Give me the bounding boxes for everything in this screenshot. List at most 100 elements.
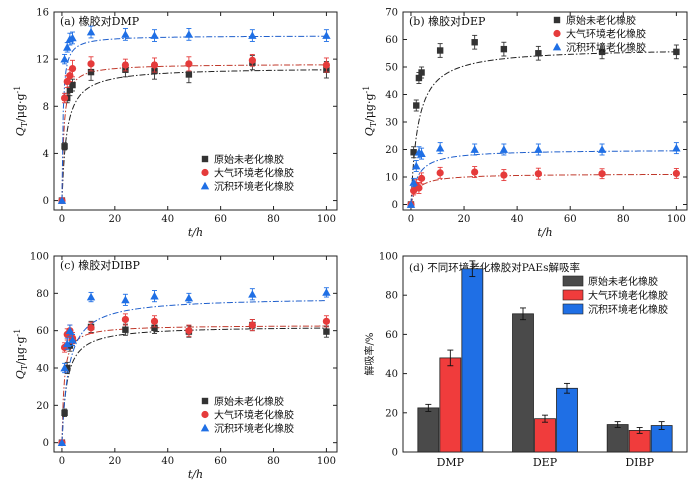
- x-tick-label: 100: [667, 214, 686, 225]
- plot-frame: [53, 255, 338, 453]
- data-point-series-2: [435, 143, 445, 152]
- x-tick-label: 0: [59, 214, 65, 225]
- legend-marker: [553, 16, 561, 24]
- y-tick-label: 80: [36, 289, 49, 300]
- data-point-series-0: [87, 68, 95, 76]
- data-point-series-2: [406, 200, 416, 208]
- x-tick-label: 100: [317, 214, 336, 225]
- data-point-series-1: [500, 171, 508, 179]
- x-tick-label: 20: [458, 214, 471, 225]
- data-point-series-2: [68, 33, 77, 42]
- fit-line-series-1: [61, 325, 327, 443]
- data-point-series-1: [87, 60, 95, 68]
- bar-series-0: [512, 313, 534, 453]
- data-point-series-2: [63, 43, 72, 51]
- y-tick-label: 0: [392, 200, 398, 211]
- legend-marker: [553, 29, 561, 38]
- bar-series-0: [417, 407, 440, 453]
- data-point-series-0: [185, 71, 193, 78]
- data-point-series-2: [121, 30, 130, 38]
- data-point-series-0: [415, 74, 423, 82]
- fit-line-series-2: [61, 35, 327, 201]
- data-point-series-2: [60, 54, 69, 63]
- data-point-series-2: [409, 178, 418, 186]
- data-point-series-1: [185, 60, 193, 68]
- y-tick-label: 60: [385, 330, 398, 341]
- y-tick-label: 16: [36, 8, 49, 19]
- data-point-series-2: [597, 145, 607, 153]
- legend-swatch: [562, 275, 584, 287]
- x-tick-label: DMP: [437, 456, 465, 469]
- data-point-series-0: [673, 48, 680, 56]
- data-point-series-0: [122, 326, 129, 333]
- legend-label: 原始未老化橡胶: [214, 395, 284, 408]
- chart-3: 0 20 40 60 80 100 解吸率/% (d) 不同环境老化橡胶对PAEs解吸率 DMP…: [363, 252, 688, 469]
- legend-label: 原始未老化橡胶: [566, 14, 636, 27]
- chart-title: (c) 橡胶对DIBP: [60, 258, 140, 272]
- data-point-series-1: [63, 77, 71, 86]
- data-point-series-1: [322, 61, 331, 69]
- x-tick-label: 20: [108, 214, 121, 225]
- y-tick-label: 60: [36, 326, 49, 337]
- data-point-series-1: [410, 187, 418, 195]
- data-point-series-2: [322, 31, 331, 39]
- legend-label: 大气环境老化橡胶: [214, 167, 294, 180]
- data-point-series-1: [436, 169, 444, 177]
- y-tick-label: 100: [379, 252, 398, 263]
- x-tick-label: 0: [59, 456, 65, 467]
- y-tick-label: 50: [385, 63, 398, 74]
- y-tick-label: 0: [43, 196, 49, 207]
- y-tick-label: 100: [30, 252, 49, 263]
- legend-marker: [200, 423, 210, 432]
- data-point-series-2: [60, 363, 69, 372]
- y-tick-label: 40: [385, 90, 398, 101]
- x-tick-label: 60: [564, 214, 577, 225]
- x-tick-label: 80: [267, 456, 280, 467]
- data-point-series-0: [410, 149, 417, 156]
- bar-series-1: [439, 357, 462, 453]
- y-tick-label: 60: [385, 35, 398, 46]
- data-point-series-2: [65, 326, 75, 335]
- y-tick-label: 70: [385, 8, 398, 19]
- data-point-series-1: [60, 94, 69, 102]
- data-point-series-1: [150, 61, 159, 69]
- data-point-series-2: [672, 143, 681, 152]
- data-point-series-2: [248, 31, 257, 39]
- y-axis-label: 解吸率/%: [363, 333, 376, 376]
- y-tick-label: 12: [36, 55, 49, 66]
- bar-series-0: [606, 424, 629, 453]
- x-tick-label: DEP: [533, 456, 558, 469]
- y-tick-label: 20: [385, 408, 398, 419]
- data-point-series-2: [322, 288, 331, 296]
- data-point-series-2: [150, 291, 159, 300]
- data-point-series-0: [436, 47, 444, 54]
- bar-series-2: [556, 387, 578, 453]
- legend-label: 沉积环境老化橡胶: [214, 422, 294, 435]
- chart-title: (b) 橡胶对DEP: [409, 14, 486, 28]
- x-axis-label: t/h: [188, 468, 203, 481]
- legend-marker: [201, 410, 209, 419]
- x-axis-label: t/h: [537, 226, 552, 239]
- fit-line-series-2: [410, 150, 677, 205]
- y-tick-label: 0: [392, 448, 398, 459]
- fit-line-series-1: [61, 64, 327, 201]
- y-tick-label: 80: [385, 291, 398, 302]
- x-axis-label: t/h: [188, 226, 203, 239]
- data-point-series-2: [86, 27, 96, 36]
- y-axis-label: QT/μg·g-1: [362, 86, 378, 137]
- data-point-series-1: [66, 72, 74, 80]
- data-point-series-0: [598, 48, 606, 56]
- x-tick-label: 20: [108, 456, 121, 467]
- data-point-series-1: [185, 327, 193, 335]
- data-point-series-0: [69, 81, 76, 89]
- data-point-series-0: [535, 50, 542, 57]
- chart-title: (a) 橡胶对DMP: [60, 14, 140, 28]
- data-point-series-2: [63, 339, 72, 348]
- data-point-series-0: [61, 409, 68, 416]
- legend-marker: [552, 42, 562, 51]
- data-point-series-0: [151, 324, 158, 332]
- fit-line-series-1: [410, 173, 677, 205]
- data-point-series-2: [534, 145, 543, 153]
- data-point-series-2: [412, 161, 421, 170]
- data-point-series-1: [248, 321, 256, 329]
